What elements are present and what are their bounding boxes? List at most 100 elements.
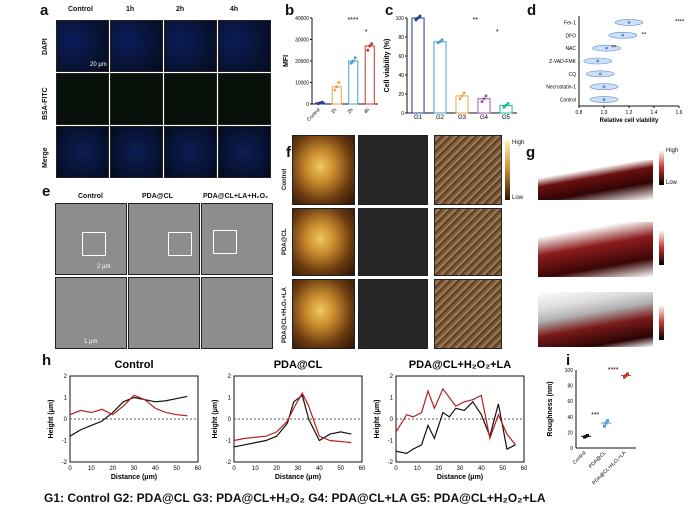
category-label: Z-VAD-FMK: [549, 59, 577, 65]
x-tick-label: 40: [478, 466, 485, 472]
y-axis-label: Height (μm): [212, 400, 219, 439]
median-point: [602, 85, 606, 89]
data-point: [462, 91, 466, 95]
x-tick-label: 0: [232, 466, 236, 472]
x-tick-label: 10: [88, 466, 95, 472]
series-line: [395, 387, 516, 446]
data-point: [506, 102, 510, 105]
y-tick-label: -1: [62, 439, 68, 445]
category-label: G5: [502, 115, 511, 121]
category-label: G2: [436, 115, 445, 121]
y-tick-label: 0: [306, 102, 309, 108]
bar: [455, 95, 469, 114]
y-tick-label: -2: [226, 460, 232, 466]
data-point: [368, 44, 372, 48]
y-tick-label: 80: [398, 35, 404, 41]
f-row-control: Control: [282, 168, 288, 190]
f-colorbar-low: Low: [512, 195, 524, 201]
chart-title: PDA@CL: [274, 359, 323, 371]
chart-c: 0 20 40 60 80 100 Cell viability (%) G1 G2 G3 G4 G5…: [384, 14, 517, 121]
bar: [433, 41, 447, 114]
category-label: DFO: [565, 33, 576, 39]
row-label-merge: Merge: [42, 147, 49, 168]
tem-pdacl-la-h2o2-bottom: [201, 277, 273, 349]
afm-phase-control: [434, 135, 502, 205]
y-tick-label: 80: [567, 384, 573, 390]
x-tick-label: 30: [295, 466, 302, 472]
y-tick-label: -1: [226, 439, 232, 445]
y-tick-label: -2: [62, 460, 68, 466]
roughness-3d-pdacl-h2o2-la: [538, 292, 653, 347]
y-tick-label: 0: [401, 111, 404, 117]
data-point: [603, 424, 606, 428]
y-tick-label: 40: [567, 415, 573, 421]
category-label: 1h: [330, 107, 338, 115]
significance-label: ****: [347, 17, 358, 24]
significance-label: **: [642, 33, 647, 39]
y-tick-label: 100: [565, 368, 574, 374]
y-tick-label: 2: [390, 374, 394, 380]
panel-i-label: i: [566, 352, 571, 369]
x-tick-label: 20: [435, 466, 442, 472]
x-axis-label: Relative cell viability: [600, 118, 659, 124]
afm-3d-pdacl: [358, 208, 428, 276]
category-label: G1: [414, 115, 423, 121]
series-line: [233, 391, 352, 444]
y-axis-label: Height (μm): [48, 400, 55, 439]
x-tick-label: 10: [252, 466, 259, 472]
chart-title: Control: [114, 359, 153, 371]
x-tick-label: 0: [68, 466, 72, 472]
significance-label: **: [472, 17, 478, 24]
median-point: [598, 72, 602, 76]
category-label: Control: [306, 107, 322, 123]
x-tick-label: 1.4: [651, 110, 658, 116]
micrograph-dapi-control: [56, 20, 109, 72]
category-label: NAC: [565, 46, 576, 52]
afm-phase-pdacl: [434, 208, 502, 276]
y-tick-label: -1: [388, 439, 394, 445]
y-tick-label: 60: [398, 54, 404, 60]
data-point: [484, 94, 488, 98]
tem-pdacl-bottom: [128, 277, 200, 349]
x-tick-label: 50: [499, 466, 506, 472]
tem-control-top: [55, 203, 127, 275]
x-tick-label: 60: [359, 466, 366, 472]
category-label: Fer-1: [564, 20, 576, 26]
y-tick-label: 0: [390, 417, 394, 423]
tem-pdacl-top: [128, 203, 200, 275]
micrograph-dapi-1h: [110, 20, 163, 72]
panel-h-label: h: [42, 352, 52, 369]
y-tick-label: 2: [228, 374, 232, 380]
y-tick-label: 1: [64, 396, 68, 402]
y-tick-label: 60: [567, 399, 573, 405]
series-line: [395, 400, 516, 455]
series-line: [69, 395, 188, 437]
micrograph-fitc-4h: [218, 73, 271, 125]
afm-topo-control: [292, 135, 355, 205]
panel-d-label: d: [527, 2, 537, 19]
category-label: Control: [572, 450, 588, 466]
x-tick-label: 60: [195, 466, 202, 472]
x-tick-label: 50: [173, 466, 180, 472]
tem-control-bottom: [55, 277, 127, 349]
data-point: [502, 105, 506, 109]
micrograph-dapi-4h: [218, 20, 271, 72]
g-colorbar-3: [659, 305, 664, 340]
data-point: [333, 88, 337, 92]
data-point: [606, 419, 609, 423]
y-tick-label: 20: [398, 92, 404, 98]
data-point: [438, 40, 442, 44]
data-point: [482, 97, 486, 101]
x-tick-label: 1.0: [601, 110, 608, 116]
x-tick-label: 1.6: [676, 110, 683, 116]
category-label: 4h: [363, 107, 371, 115]
f-colorbar: [505, 140, 510, 200]
x-tick-label: 20: [273, 466, 280, 472]
afm-topo-pdacl: [292, 208, 355, 276]
scale-bar-label-a: 20 μm: [90, 62, 107, 68]
afm-3d-control: [358, 135, 428, 205]
x-tick-label: 60: [521, 466, 528, 472]
panel-b-label: b: [285, 2, 295, 19]
y-tick-label: 40: [398, 73, 404, 79]
